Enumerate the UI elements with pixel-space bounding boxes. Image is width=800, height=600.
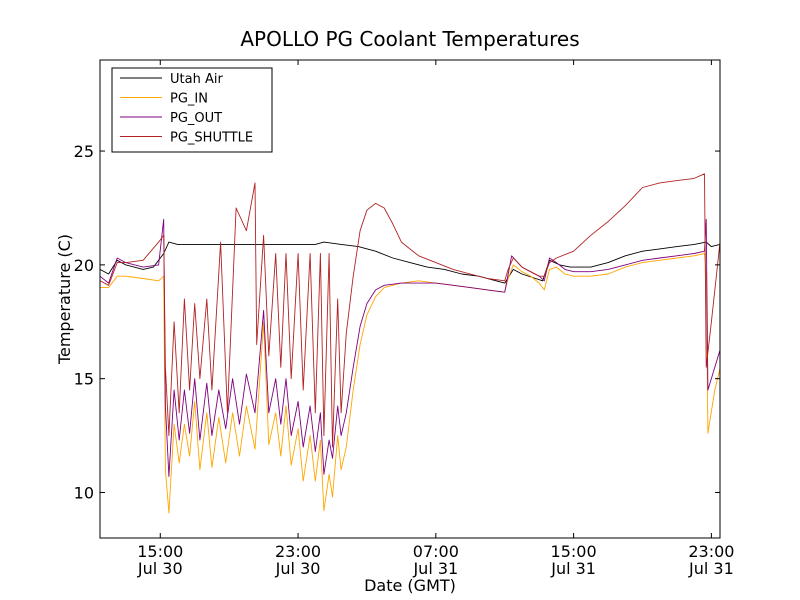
legend-label: PG_OUT — [170, 111, 222, 126]
chart-title: APOLLO PG Coolant Temperatures — [240, 27, 579, 51]
series-line-pg-in — [100, 253, 720, 514]
y-tick-label: 25 — [74, 142, 94, 161]
x-tick-label-time: 23:00 — [275, 542, 321, 561]
legend-box — [111, 67, 273, 153]
x-tick-label-date: Jul 31 — [412, 559, 458, 578]
x-tick-label-time: 23:00 — [688, 542, 734, 561]
x-tick-label-date: Jul 31 — [688, 559, 734, 578]
series-line-pg-out — [100, 218, 720, 477]
x-tick-label-date: Jul 30 — [137, 559, 183, 578]
legend-label: PG_SHUTTLE — [170, 131, 253, 146]
y-tick-label: 10 — [74, 483, 94, 502]
x-tick-label-time: 07:00 — [413, 542, 459, 561]
x-tick-label-time: 15:00 — [137, 542, 183, 561]
series-line-pg-shuttle — [100, 173, 720, 448]
x-tick-label-date: Jul 30 — [275, 559, 321, 578]
legend-label: PG_IN — [170, 92, 208, 107]
x-axis-label: Date (GMT) — [364, 576, 456, 595]
plot-frame — [99, 59, 721, 539]
x-tick-label-time: 15:00 — [551, 542, 597, 561]
series-line-utah-air — [100, 241, 720, 284]
legend: Utah Air PG_IN PG_OUT PG_SHUTTLE — [111, 67, 273, 153]
y-axis-label: Temperature (C) — [55, 234, 74, 365]
legend-label: Utah Air — [170, 72, 223, 87]
x-tick-label-date: Jul 31 — [550, 559, 596, 578]
y-tick-label: 15 — [74, 370, 94, 389]
y-tick-label: 20 — [74, 256, 94, 275]
